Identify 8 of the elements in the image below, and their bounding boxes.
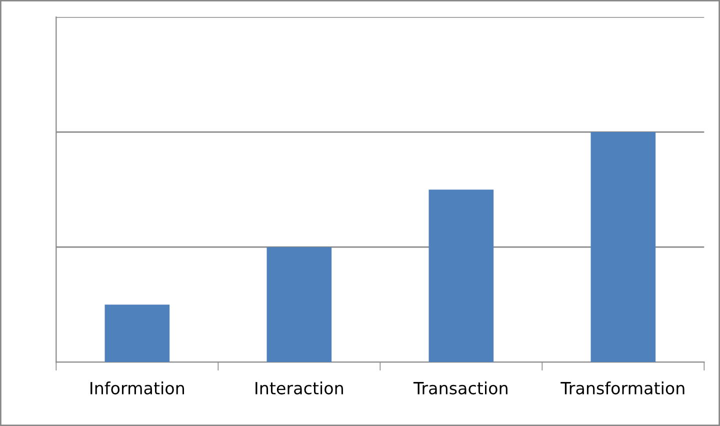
bar — [428, 190, 494, 362]
bar — [590, 132, 656, 362]
bar — [266, 247, 332, 362]
x-tick-label: Transformation — [560, 382, 684, 394]
x-tick-label: Interaction — [256, 382, 343, 394]
x-tick-label: Information — [90, 382, 184, 394]
bar — [104, 304, 170, 362]
x-tick-label: Transaction — [413, 382, 508, 394]
